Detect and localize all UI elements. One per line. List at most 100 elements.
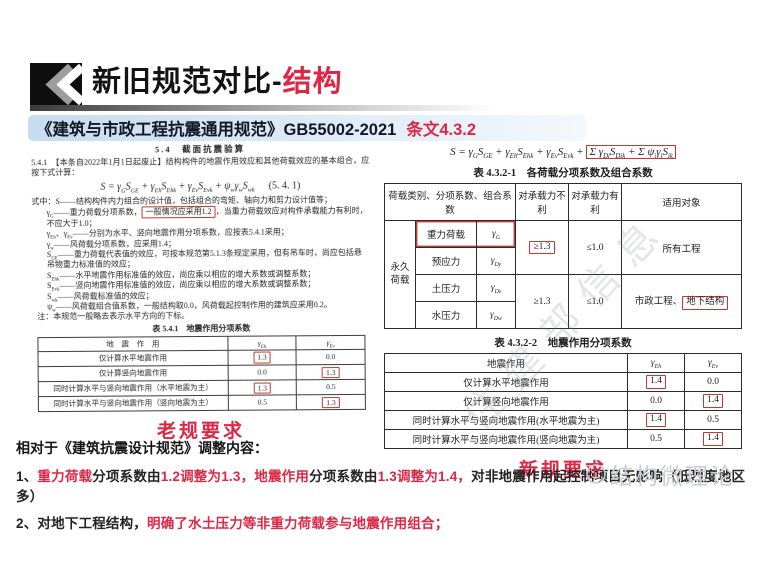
- col-header-gamma-eh: γEh: [227, 335, 297, 351]
- new-code-caption: 新规要求: [518, 460, 607, 481]
- table-row: 永久荷载 重力荷载 γG ≥1.3 ≤1.0 所有工程: [384, 220, 742, 329]
- formula-token: SEhk: [517, 146, 534, 161]
- load-name-cell: 重力荷载: [415, 220, 477, 248]
- definition-line: SGE——重力荷载代表值的效应，可按本规范第5.1.3条规定采用，但有吊车时，尚…: [32, 248, 370, 271]
- formula-token: + γEh: [138, 181, 162, 195]
- table-row: 仅计算水平地震作用 1.4 0.0: [384, 372, 742, 392]
- brand-watermark-text: 结构微理论: [610, 463, 735, 489]
- table-row: 预应力 γDy: [385, 247, 742, 275]
- group-cell: 永久荷载: [384, 220, 416, 329]
- load-symbol-cell: γDw: [476, 301, 516, 329]
- formula-token: 、γEv: [55, 229, 73, 241]
- formula-token: γDs: [490, 283, 502, 295]
- text-segment: 地震作用: [254, 469, 310, 484]
- formula-token: + γEv: [175, 180, 199, 194]
- scope-cell: 所有工程: [621, 220, 742, 275]
- text-segment: 1、: [16, 469, 38, 484]
- scope-cell: 市政工程、 地下结构: [621, 274, 742, 329]
- new-formula: S = γGSGE + γEhSEhk + γEvSEvk + Σ γDiSDi…: [384, 145, 742, 161]
- table-row: 水压力 γDw: [385, 301, 742, 329]
- clause-paragraph: 5.4.1 【本条自2022年1月1日起废止】结构构件的地震作用效应和其他荷载效…: [31, 155, 370, 178]
- smiley-icon: [586, 464, 606, 484]
- formula-token: +: [573, 146, 587, 158]
- formula-token: γDw: [490, 310, 502, 322]
- formula-token: S = γG: [100, 181, 126, 195]
- formula-token: SEvk: [557, 146, 574, 161]
- text-segment: 1.3调整为1.4，: [377, 469, 472, 484]
- load-factor-table: 荷载类别、分项系数、组合系数 对承载力不利 对承载力有利 适用对象 永久荷载 重…: [384, 183, 742, 329]
- old-table-title: 表 5.4.1 地震作用分项系数: [152, 323, 251, 334]
- old-code-caption: 老规要求: [156, 421, 245, 443]
- table-row: 同时计算水平与竖向地震作用（竖向地震为主） 0.5 1.3: [38, 394, 366, 413]
- formula-token: 注：本规范一般略去表示水平方向的下标。: [37, 311, 190, 322]
- definition-line: 注：本规范一般略去表示水平方向的下标。: [32, 310, 370, 323]
- formula-number: (5. 4. 1): [268, 180, 301, 192]
- formula-token: + ψw: [212, 180, 235, 194]
- col-header-action: 地震作用: [384, 353, 628, 373]
- formula-token: γG: [492, 229, 500, 241]
- formula-token: Swk: [47, 291, 58, 304]
- formula-token: γDy: [490, 256, 502, 268]
- text-segment: 重力荷载: [37, 469, 93, 484]
- formula-token: γEh: [46, 229, 56, 241]
- definitions-list: 式中：S——结构构件内力组合的设计值，包括组合的弯矩、轴向力和剪力设计值等； γG…: [31, 195, 370, 323]
- old-code-panel: 5.4 截面抗震验算 5.4.1 【本条自2022年1月1日起废止】结构构件的地…: [31, 143, 371, 443]
- formula-token: Swk: [242, 180, 255, 194]
- text-segment: 对非地震作用起控制项目无影响（低烈度地区多）: [16, 469, 746, 504]
- old-formula: S = γGSGE + γEhSEhk + γEvSEvk + ψwγwSwk …: [31, 179, 369, 194]
- formula-token: γEv: [708, 358, 718, 370]
- scanned-document: 5.4 截面抗震验算 5.4.1 【本条自2022年1月1日起废止】结构构件的地…: [31, 143, 371, 413]
- note-item-1: 1、重力荷载分项系数由1.2调整为1.3，地震作用分项系数由1.3调整为1.4，…: [16, 465, 748, 505]
- formula-token: SEvk: [47, 281, 60, 293]
- new-seismic-factor-table: 地震作用 γEh γEv 仅计算水平地震作用 1.4 0.0 仅计算竖向地震作用…: [384, 353, 742, 449]
- note-item-2: 2、对地下工程结构，明确了水土压力等非重力荷载参与地震作用组合；: [16, 512, 748, 532]
- col-header-gamma-ev: γEv: [684, 353, 742, 373]
- formula-token: γEv: [326, 337, 335, 350]
- table-row: 同时计算水平与竖向地震作用(水平地震为主) 1.4 0.5: [384, 410, 742, 430]
- formula-token: ——风荷载组合值系数，一般结构取0.0，风荷载起控制作用的建筑应采用0.2。: [55, 300, 332, 311]
- formula-token: SDik: [609, 146, 626, 161]
- formula-token: 式中：S——结构构件内力组合的设计值，包括组合的弯矩、轴向力和剪力设计值等；: [31, 194, 332, 207]
- formula-token: SGE: [46, 250, 58, 262]
- definition-line: γG——重力荷载分项系数， 一般情况应采用1.2 ，当重力荷载效应对构件承载能力有利…: [32, 205, 370, 229]
- page-title: 新旧规范对比-结构: [92, 58, 343, 100]
- text-segment: 1.2调整为1.3，: [160, 469, 255, 484]
- formula-token: γEh: [650, 358, 662, 370]
- table-row: 土压力 γDs ≥1.3 ≤1.0 市政工程、 地下结构: [385, 274, 742, 329]
- formula-highlight-box: Σ γDiSDik + Σ ψiγiSik: [586, 145, 676, 161]
- text-segment: 分项系数由: [309, 469, 378, 484]
- double-chevron-left-icon: [30, 63, 82, 106]
- subtitle-bar: 《建筑与市政工程抗震通用规范》GB55002-2021 条文4.3.2: [28, 115, 586, 141]
- formula-token: ——竖向地震作用标准值的效应，尚应乘以相应的增大系数或调整系数；: [59, 279, 316, 291]
- formula-token: S = γG: [450, 146, 478, 161]
- col-header-gamma-eh: γEh: [627, 353, 685, 373]
- col-header-gamma-ev: γEv: [296, 335, 365, 350]
- formula-token: + γEh: [492, 146, 518, 161]
- load-symbol-cell: γDy: [476, 247, 516, 275]
- table-header-row: 地震作用 γEh γEv: [384, 353, 742, 373]
- favorable-value-cell: ≤1.0: [568, 220, 622, 275]
- formula-body: S = γGSGE + γEhSEhk + γEvSEvk + ψwγwSwk: [100, 179, 255, 195]
- text-segment: 2、对地下工程结构，: [16, 516, 148, 531]
- page-title-accent: 结构: [282, 66, 343, 98]
- code-name: 《建筑与市政工程抗震通用规范》GB55002-2021: [36, 121, 397, 139]
- formula-token: SEhk: [161, 181, 177, 195]
- col-header-favorable: 对承载力有利: [568, 183, 622, 221]
- clause-ref: 条文4.3.2: [406, 121, 477, 139]
- formula-token: Σ γDi: [589, 146, 610, 161]
- col-header-unfavorable: 对承载力不利: [515, 183, 569, 221]
- text-segment: 明确了水土压力等非重力荷载参与地震作用组合；: [147, 516, 449, 531]
- page-title-black: 新旧规范对比-: [92, 66, 283, 98]
- formula-token: ——重力荷载分项系数，: [53, 207, 142, 218]
- formula-token: + Σ ψi: [625, 146, 657, 161]
- formula-token: SGE: [125, 181, 139, 195]
- formula-token: ——风荷载标准值的效应；: [57, 290, 154, 301]
- table2-title: 表 4.3.2-2 地震作用分项系数: [494, 338, 632, 349]
- title-underline: [30, 105, 498, 111]
- unfavorable-value-cell: ≥1.3: [515, 274, 569, 329]
- formula-token: ψw: [47, 301, 56, 314]
- unfavorable-value-cell: ≥1.3: [515, 220, 569, 275]
- formula-token: ——分别为水平、竖向地震作用分项系数，应按表5.4.1采用；: [72, 227, 289, 239]
- text-segment: 分项系数由: [92, 469, 161, 484]
- favorable-value-cell: ≤1.0: [568, 274, 622, 329]
